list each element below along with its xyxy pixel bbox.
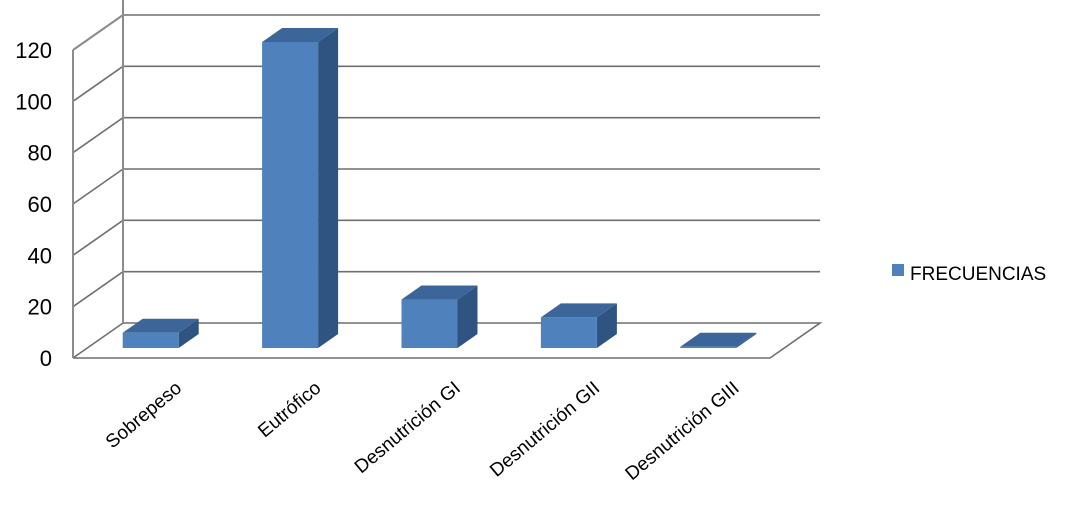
y-axis-ticks: 0 20 40 60 80 100 120 bbox=[15, 38, 52, 371]
bar-front bbox=[262, 42, 319, 348]
bar bbox=[122, 318, 199, 348]
gridline bbox=[72, 219, 820, 256]
bar-front bbox=[680, 346, 737, 348]
gridline bbox=[72, 14, 820, 51]
legend-swatch bbox=[892, 264, 904, 276]
left-wall-top-edge bbox=[72, 14, 124, 51]
gridline bbox=[72, 168, 820, 205]
x-category-label: Desnutrición GII bbox=[486, 378, 604, 482]
y-tick-label: 20 bbox=[28, 295, 52, 320]
y-tick-label: 120 bbox=[15, 38, 52, 63]
bar-side bbox=[736, 332, 757, 348]
bar-side bbox=[457, 285, 478, 348]
bar-top bbox=[680, 332, 757, 347]
bar-top bbox=[122, 318, 199, 333]
y-tick-label: 60 bbox=[28, 192, 52, 217]
chart-walls bbox=[72, 0, 124, 358]
y-tick-label: 0 bbox=[40, 346, 52, 371]
gridline bbox=[72, 322, 823, 359]
y-tick-label: 100 bbox=[15, 89, 52, 114]
y-tick-label: 40 bbox=[28, 243, 52, 268]
bar bbox=[540, 303, 617, 348]
bar-side bbox=[178, 318, 199, 348]
bar-front bbox=[401, 299, 458, 348]
legend: FRECUENCIAS bbox=[892, 264, 1046, 285]
bar-top bbox=[262, 28, 339, 42]
bar-top bbox=[540, 303, 617, 318]
gridline bbox=[72, 116, 820, 154]
bars bbox=[122, 28, 757, 348]
bar-side bbox=[596, 303, 617, 348]
bar-front bbox=[122, 332, 179, 348]
x-category-label: Desnutrición GIII bbox=[622, 378, 744, 485]
bar bbox=[401, 285, 478, 348]
x-axis-labels: Sobrepeso Eutrófico Desnutrición GI Desnutr… bbox=[102, 378, 744, 485]
x-category-label: Sobrepeso bbox=[102, 378, 186, 453]
bar-top bbox=[401, 285, 478, 300]
legend-label: FRECUENCIAS bbox=[910, 264, 1046, 285]
bar-front bbox=[540, 317, 597, 348]
bar bbox=[680, 332, 757, 348]
gridline bbox=[72, 65, 820, 102]
bar-side bbox=[318, 28, 339, 348]
bar bbox=[262, 28, 339, 348]
x-category-label: Eutrófico bbox=[254, 378, 325, 442]
y-tick-label: 80 bbox=[28, 141, 52, 166]
x-category-label: Desnutrición GI bbox=[351, 378, 465, 478]
